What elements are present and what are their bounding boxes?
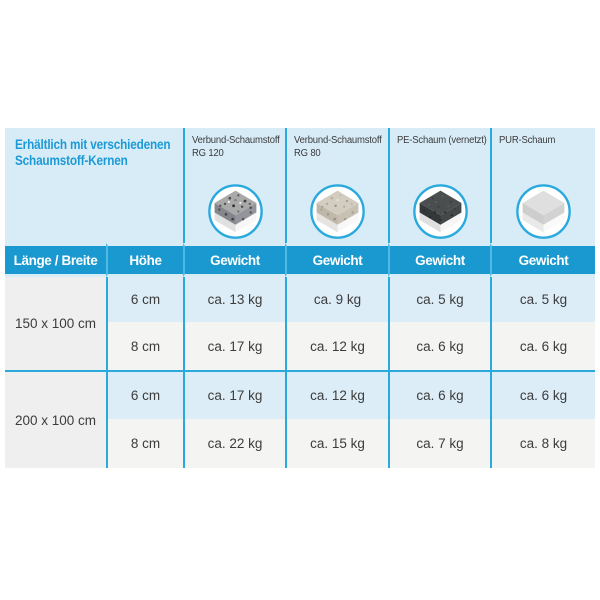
foam-sample-rg80-icon xyxy=(309,183,366,240)
speckle-texture xyxy=(217,194,252,221)
weight-cell: ca. 17 kg xyxy=(183,322,285,370)
foam-column-rg80: Verbund-Schaumstoff RG 80 xyxy=(285,128,388,243)
foam-spec-table: Erhältlich mit verschiedenen Schaumstoff… xyxy=(5,128,595,468)
title-line-2: Schaumstoff-Kernen xyxy=(15,151,128,168)
header-size-label: Länge / Breite xyxy=(5,243,106,277)
speckle-texture xyxy=(422,195,456,222)
foam-column-pe: PE-Schaum (vernetzt) xyxy=(388,128,490,243)
weight-cell: ca. 6 kg xyxy=(388,322,490,370)
header-weight-label: Gewicht xyxy=(490,243,595,277)
foam-column-label: PUR-Schaum xyxy=(499,135,556,146)
height-cell: 6 cm xyxy=(106,372,183,419)
foam-column-label: Verbund-Schaumstoff RG 120 xyxy=(192,135,280,159)
weight-cell: ca. 5 kg xyxy=(490,277,595,322)
speckle-texture xyxy=(320,194,354,221)
foam-column-label: PE-Schaum (vernetzt) xyxy=(397,135,487,146)
header-weight-label: Gewicht xyxy=(285,243,388,277)
weight-cell: ca. 8 kg xyxy=(490,419,595,468)
foam-sample-pur-icon xyxy=(515,183,572,240)
weight-cell: ca. 6 kg xyxy=(388,372,490,419)
title-line-1: Erhältlich mit verschiedenen xyxy=(15,136,171,152)
height-cell: 8 cm xyxy=(106,419,183,468)
height-cell: 8 cm xyxy=(106,322,183,370)
weight-cell: ca. 9 kg xyxy=(285,277,388,322)
weight-cell: ca. 12 kg xyxy=(285,372,388,419)
weight-cell: ca. 7 kg xyxy=(388,419,490,468)
weight-cell: ca. 6 kg xyxy=(490,372,595,419)
weight-cell: ca. 22 kg xyxy=(183,419,285,468)
header-weight-label: Gewicht xyxy=(388,243,490,277)
weight-cell: ca. 12 kg xyxy=(285,322,388,370)
foam-column-pur: PUR-Schaum xyxy=(490,128,595,243)
weight-cell: ca. 17 kg xyxy=(183,372,285,419)
header-height-label: Höhe xyxy=(106,243,183,277)
foam-sample-rg120-icon xyxy=(207,183,264,240)
size-cell: 150 x 100 cm xyxy=(5,277,106,370)
table-title: Erhältlich mit verschiedenen Schaumstoff… xyxy=(5,128,183,243)
height-cell: 6 cm xyxy=(106,277,183,322)
size-cell: 200 x 100 cm xyxy=(5,372,106,468)
foam-column-rg120: Verbund-Schaumstoff RG 120 xyxy=(183,128,285,243)
weight-cell: ca. 15 kg xyxy=(285,419,388,468)
header-weight-label: Gewicht xyxy=(183,243,285,277)
foam-sample-pe-icon xyxy=(412,183,469,240)
weight-cell: ca. 6 kg xyxy=(490,322,595,370)
group-divider-line xyxy=(5,370,595,372)
weight-cell: ca. 5 kg xyxy=(388,277,490,322)
weight-cell: ca. 13 kg xyxy=(183,277,285,322)
foam-column-label: Verbund-Schaumstoff RG 80 xyxy=(294,135,382,159)
